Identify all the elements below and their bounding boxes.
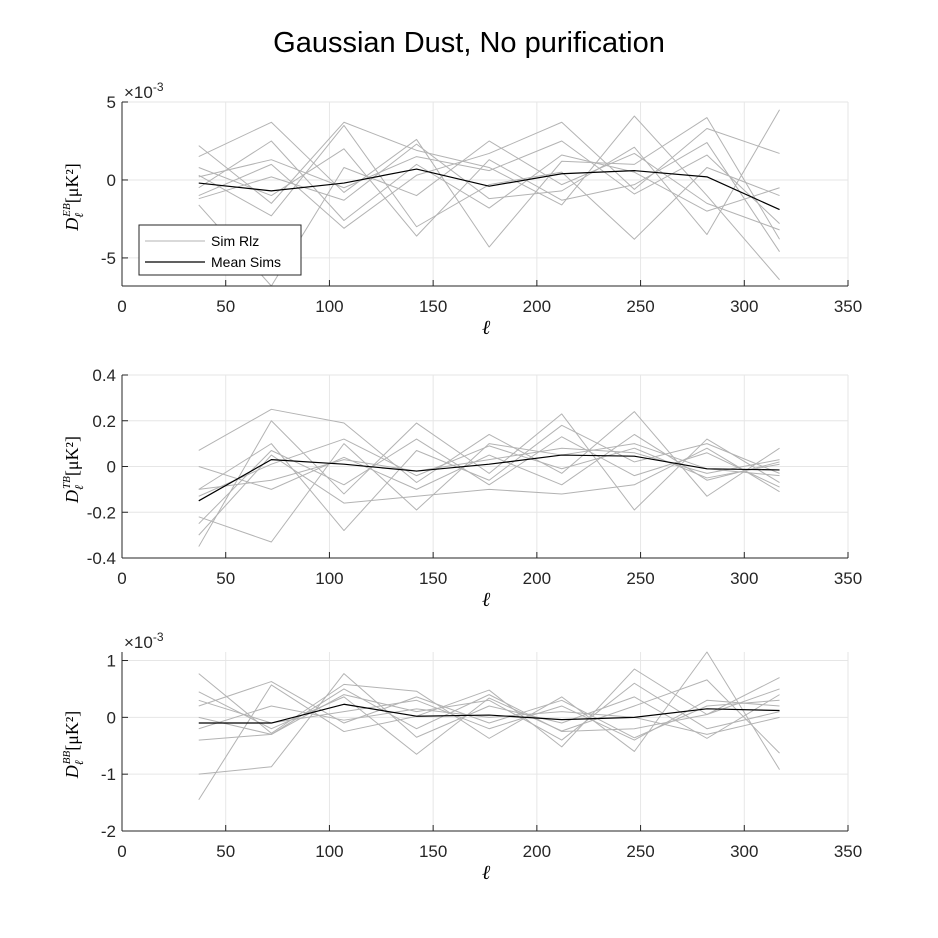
y-tick-label: 0 [107, 708, 116, 727]
x-tick-label: 350 [834, 842, 862, 861]
series-sim-rlz-4 [198, 124, 780, 240]
y-axis-label-subscript: ℓ [72, 485, 86, 490]
x-tick-label: 150 [419, 842, 447, 861]
x-tick-label: 350 [834, 297, 862, 316]
x-axis-label: ℓ [482, 862, 491, 884]
x-tick-label: 300 [730, 569, 758, 588]
y-tick-label: 1 [107, 652, 116, 671]
y-tick-label: -0.2 [87, 503, 116, 522]
series-sim-rlz-4 [198, 424, 780, 532]
figure-title: Gaussian Dust, No purification [273, 27, 665, 59]
y-axis-label-symbol: D [62, 765, 82, 779]
series-sim-rlz-7 [198, 438, 780, 497]
y-tick-label: 0 [107, 458, 116, 477]
subplots: 0 50 100 150 200 250 300 350-505ℓ×10-3DℓEB[μK²]… [61, 80, 862, 884]
series-mean-sims [198, 454, 780, 502]
series-sim-rlz-2 [198, 668, 780, 801]
x-tick-label: 100 [315, 297, 343, 316]
x-tick-label: 50 [216, 842, 235, 861]
y-axis-label: DℓTB[μK²] [61, 436, 86, 504]
y-exponent-base: ×10 [124, 83, 153, 102]
series-sim-rlz-5 [198, 109, 780, 236]
y-axis-label-superscript: EB [61, 203, 73, 218]
series-sim-rlz-5 [198, 681, 780, 739]
series-sim-rlz-9 [198, 447, 780, 490]
y-axis-label: DℓEB[μK²] [61, 163, 86, 232]
y-axis-label-superscript: TB [61, 476, 73, 489]
series-sim-rlz-4 [198, 679, 780, 755]
x-tick-label: 200 [523, 297, 551, 316]
y-axis-label-superscript: BB [61, 751, 73, 765]
x-axis-label: ℓ [482, 317, 491, 339]
series-sim-rlz-3 [198, 673, 780, 775]
x-tick-label: 100 [315, 569, 343, 588]
x-tick-label: 200 [523, 569, 551, 588]
y-axis-label-symbol: D [62, 218, 82, 232]
y-tick-label: 0.4 [92, 366, 116, 385]
y-exponent-power: -3 [153, 630, 164, 644]
x-tick-label: 100 [315, 842, 343, 861]
series-mean-sims [198, 703, 780, 724]
x-tick-label: 50 [216, 297, 235, 316]
x-tick-label: 250 [626, 842, 654, 861]
y-tick-label: -5 [101, 249, 116, 268]
x-tick-label: 0 [117, 297, 126, 316]
y-tick-label: -0.4 [87, 549, 116, 568]
y-exponent-label: ×10-3 [124, 630, 164, 652]
series-sim-rlz-2 [198, 117, 780, 248]
y-axis-label-subscript: ℓ [72, 213, 86, 218]
y-exponent-base: ×10 [124, 633, 153, 652]
x-tick-label: 0 [117, 842, 126, 861]
x-tick-label: 150 [419, 297, 447, 316]
x-tick-label: 50 [216, 569, 235, 588]
series-sim-rlz-9 [198, 140, 780, 224]
subplot-tb: 0 50 100 150 200 250 300 350-0.4-0.200.20.4ℓDℓT… [61, 366, 862, 611]
y-axis-label-unit: [μK²] [62, 163, 82, 203]
y-exponent-power: -3 [153, 80, 164, 94]
series-sim-rlz-2 [198, 413, 780, 547]
x-tick-label: 0 [117, 569, 126, 588]
y-exponent-label: ×10-3 [124, 80, 164, 102]
x-tick-label: 300 [730, 297, 758, 316]
subplot-eb: 0 50 100 150 200 250 300 350-505ℓ×10-3DℓEB[μK²]… [61, 80, 862, 339]
legend: Sim Rlz Mean Sims [138, 224, 302, 276]
y-tick-label: -2 [101, 822, 116, 841]
series-sim-rlz-8 [198, 688, 780, 735]
y-axis-label-unit: [μK²] [62, 711, 82, 751]
series-sim-rlz-8 [198, 447, 780, 536]
series-sim-rlz-7 [198, 140, 780, 222]
legend-entry: Sim Rlz [211, 233, 259, 249]
x-axis-label: ℓ [482, 589, 491, 611]
series-mean-sims [198, 168, 780, 211]
series-sim-rlz-9 [198, 705, 780, 735]
series-sim-rlz-1 [198, 115, 780, 281]
plot-area [122, 652, 848, 831]
x-tick-label: 200 [523, 842, 551, 861]
y-axis-label-symbol: D [62, 490, 82, 504]
legend-entry: Mean Sims [211, 254, 281, 270]
y-axis-label-subscript: ℓ [72, 760, 86, 765]
series-sim-rlz-6 [198, 142, 780, 252]
x-tick-label: 150 [419, 569, 447, 588]
legend-box [138, 224, 302, 276]
x-tick-label: 250 [626, 569, 654, 588]
y-axis-label-unit: [μK²] [62, 436, 82, 476]
y-tick-label: 5 [107, 93, 116, 112]
x-tick-label: 250 [626, 297, 654, 316]
y-tick-label: 0.2 [92, 412, 116, 431]
y-tick-label: 0 [107, 171, 116, 190]
y-tick-label: -1 [101, 765, 116, 784]
y-axis-label: DℓBB[μK²] [61, 711, 86, 780]
x-tick-label: 350 [834, 569, 862, 588]
subplot-bb: 0 50 100 150 200 250 300 350-2-101ℓ×10-3DℓBB[μK… [61, 630, 862, 884]
x-tick-label: 300 [730, 842, 758, 861]
